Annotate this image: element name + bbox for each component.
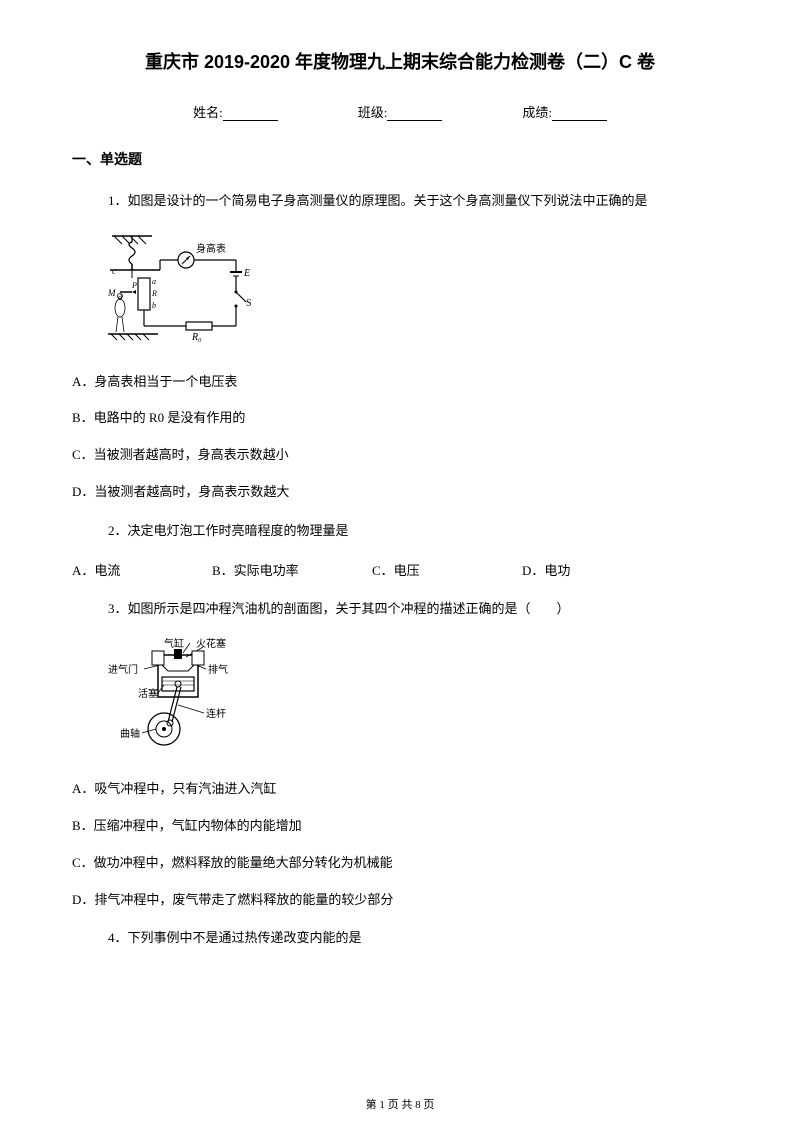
svg-text:R₀: R₀ (191, 332, 202, 343)
svg-text:气缸: 气缸 (164, 637, 184, 650)
q3-option-d: D．排气冲程中，废气带走了燃料释放的能量的较少部分 (72, 890, 728, 911)
svg-text:活塞: 活塞 (138, 687, 158, 700)
svg-text:进气门: 进气门 (108, 663, 138, 676)
question-2: 2．决定电灯泡工作时亮暗程度的物理量是 (72, 519, 728, 544)
q2-option-a: A．电流 (72, 560, 212, 579)
engine-diagram-icon: 气缸 火花塞 进气门 排气 活塞 连杆 曲轴 (108, 637, 258, 757)
svg-text:M: M (108, 288, 116, 298)
q3-option-a: A．吸气冲程中，只有汽油进入汽缸 (72, 779, 728, 800)
score-underline (552, 107, 607, 121)
q3-diagram: 气缸 火花塞 进气门 排气 活塞 连杆 曲轴 (108, 637, 728, 761)
section-header: 一、单选题 (72, 149, 728, 169)
q1-option-b: B．电路中的 R0 是没有作用的 (72, 408, 728, 429)
q2-options: A．电流 B．实际电功率 C．电压 D．电功 (72, 560, 728, 579)
class-underline (387, 107, 442, 121)
q1-option-c: C．当被测者越高时，身高表示数越小 (72, 445, 728, 466)
svg-text:R: R (151, 289, 157, 298)
class-field: 班级: (358, 102, 443, 121)
name-underline (223, 107, 278, 121)
q2-text: ．决定电灯泡工作时亮暗程度的物理量是 (115, 523, 349, 538)
info-row: 姓名: 班级: 成绩: (72, 102, 728, 121)
svg-text:E: E (243, 268, 250, 279)
q3-option-c: C．做功冲程中，燃料释放的能量绝大部分转化为机械能 (72, 853, 728, 874)
svg-text:P: P (131, 281, 137, 290)
class-label: 班级: (358, 102, 388, 121)
svg-text:连杆: 连杆 (206, 707, 226, 720)
q2-option-b: B．实际电功率 (212, 560, 372, 579)
page-footer: 第 1 页 共 8 页 (0, 1096, 800, 1112)
q3-text: ．如图所示是四冲程汽油机的剖面图，关于其四个冲程的描述正确的是（ ） (115, 601, 570, 616)
svg-text:a: a (152, 277, 156, 286)
score-label: 成绩: (522, 102, 552, 121)
svg-text:身高表: 身高表 (196, 242, 226, 255)
q1-option-d: D．当被测者越高时，身高表示数越大 (72, 482, 728, 503)
q1-text: ．如图是设计的一个简易电子身高测量仪的原理图。关于这个身高测量仪下列说法中正确的… (115, 193, 648, 208)
svg-text:曲轴: 曲轴 (120, 727, 140, 740)
name-label: 姓名: (193, 102, 223, 121)
question-3: 3．如图所示是四冲程汽油机的剖面图，关于其四个冲程的描述正确的是（ ） (72, 597, 728, 622)
circuit-diagram-icon: c M d P a R b 身高表 E S (108, 230, 268, 350)
question-1: 1．如图是设计的一个简易电子身高测量仪的原理图。关于这个身高测量仪下列说法中正确… (72, 189, 728, 214)
page-title: 重庆市 2019-2020 年度物理九上期末综合能力检测卷（二）C 卷 (72, 48, 728, 74)
name-field: 姓名: (193, 102, 278, 121)
score-field: 成绩: (522, 102, 607, 121)
svg-text:排气: 排气 (208, 663, 228, 676)
q1-diagram: c M d P a R b 身高表 E S (108, 230, 728, 354)
question-4: 4．下列事例中不是通过热传递改变内能的是 (72, 926, 728, 951)
q3-option-b: B．压缩冲程中，气缸内物体的内能增加 (72, 816, 728, 837)
q2-option-d: D．电功 (522, 560, 622, 579)
svg-text:c: c (112, 267, 116, 276)
svg-text:S: S (246, 298, 252, 309)
q1-option-a: A．身高表相当于一个电压表 (72, 372, 728, 393)
q2-option-c: C．电压 (372, 560, 522, 579)
q4-text: ．下列事例中不是通过热传递改变内能的是 (115, 930, 362, 945)
svg-text:b: b (152, 301, 156, 310)
